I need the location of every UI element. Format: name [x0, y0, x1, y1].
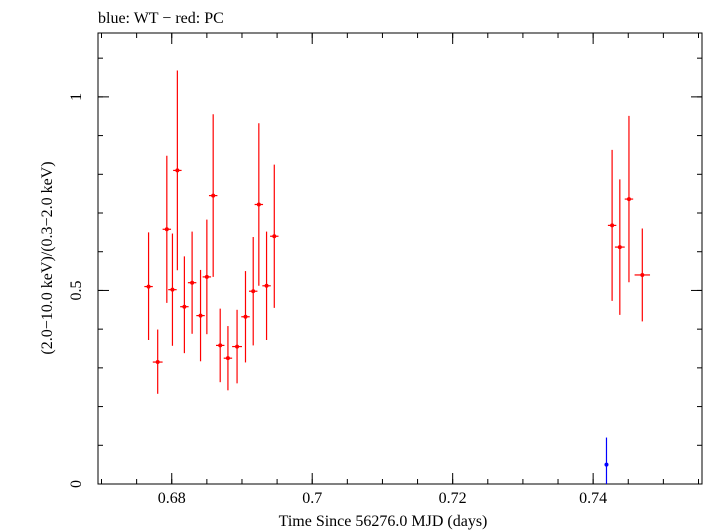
data-point [211, 193, 216, 198]
data-point [146, 284, 151, 289]
data-point [182, 304, 187, 309]
series-pc [144, 70, 651, 394]
x-tick-label: 0.7 [302, 490, 322, 507]
data-point [251, 289, 256, 294]
data-point [640, 272, 645, 277]
y-axis-label: (2.0−10.0 keV)/(0.3−2.0 keV) [39, 161, 56, 354]
data-point [626, 197, 631, 202]
data-point [190, 280, 195, 285]
data-point [617, 245, 622, 250]
data-point [198, 313, 203, 318]
data-point [256, 202, 261, 207]
y-tick-label: 1 [68, 93, 85, 101]
data-point [225, 356, 230, 361]
data-point [164, 227, 169, 232]
x-tick-label: 0.72 [439, 490, 467, 507]
data-point [175, 168, 180, 173]
data-point [218, 343, 223, 348]
y-tick-label: 0.5 [68, 280, 85, 300]
data-point [604, 462, 609, 467]
x-axis-label: Time Since 56276.0 MJD (days) [279, 513, 488, 530]
data-point [610, 223, 615, 228]
data-point [204, 274, 209, 279]
y-tick-label: 0 [68, 480, 85, 488]
x-tick-label: 0.68 [158, 490, 186, 507]
x-axis: 0.68 0.7 0.72 0.74 [101, 33, 699, 507]
data-point [243, 314, 248, 319]
series-layer [144, 70, 651, 484]
data-point [264, 283, 269, 288]
series-wt [604, 437, 609, 484]
x-tick-label: 0.74 [579, 490, 607, 507]
chart-title: blue: WT − red: PC [98, 10, 224, 27]
y-axis: 00.51 [68, 57, 702, 488]
data-point [170, 287, 175, 292]
data-point [235, 344, 240, 349]
data-point [272, 234, 277, 239]
plot-frame [97, 32, 703, 485]
data-point [155, 360, 160, 365]
